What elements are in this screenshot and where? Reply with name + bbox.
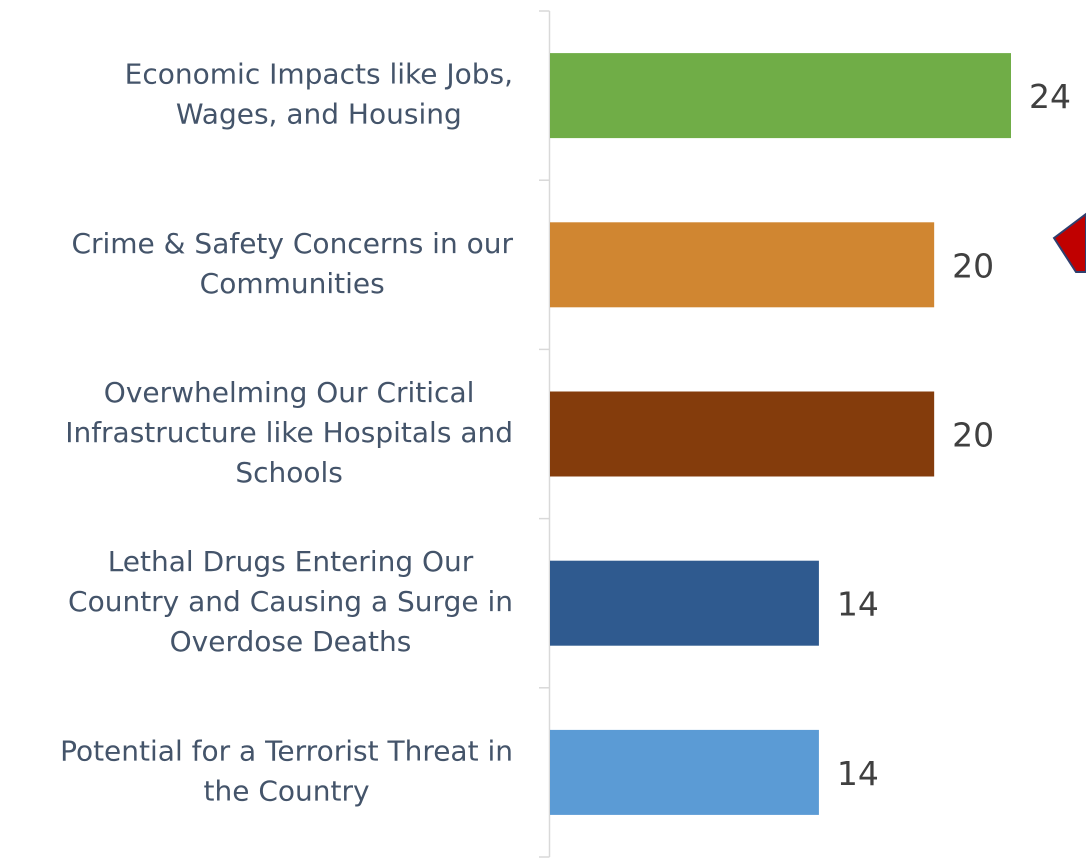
bar: [550, 730, 819, 815]
category-label-line: Economic Impacts like Jobs,: [125, 58, 513, 91]
arrow-icon: [1054, 214, 1086, 272]
category-label-line: Crime & Safety Concerns in our: [71, 227, 513, 260]
bar: [550, 392, 934, 477]
category-labels: Economic Impacts like Jobs, Wages, and Ho…: [60, 58, 513, 808]
data-label: 24: [1029, 77, 1071, 116]
category-label-line: Communities: [200, 267, 385, 300]
category-label-line: Overwhelming Our Critical: [104, 376, 475, 409]
category-label-line: Overdose Deaths: [170, 625, 412, 658]
axis-ticks: [539, 11, 550, 857]
category-label: Overwhelming Our Critical Infrastructure …: [65, 376, 513, 489]
data-label: 20: [952, 246, 994, 285]
bars: [550, 53, 1011, 815]
category-label-line: Country and Causing a Surge in: [68, 585, 513, 618]
bar: [550, 222, 934, 307]
category-label-line: Schools: [235, 456, 343, 489]
category-label: Crime & Safety Concerns in our Communitie…: [71, 227, 513, 300]
data-label: 20: [952, 416, 994, 455]
category-label: Potential for a Terrorist Threat in the C…: [60, 734, 513, 807]
category-label: Lethal Drugs Entering Our Country and Cau…: [68, 545, 513, 658]
category-label-line: the Country: [203, 774, 369, 807]
category-label: Economic Impacts like Jobs, Wages, and Ho…: [125, 58, 513, 131]
bar: [550, 53, 1011, 138]
data-label: 14: [837, 585, 879, 624]
category-label-line: Lethal Drugs Entering Our: [108, 545, 474, 578]
category-label-line: Infrastructure like Hospitals and: [65, 416, 513, 449]
category-label-line: Wages, and Housing: [176, 98, 462, 131]
data-label: 14: [837, 754, 879, 793]
category-label-line: Potential for a Terrorist Threat in: [60, 734, 513, 767]
bar: [550, 561, 819, 646]
